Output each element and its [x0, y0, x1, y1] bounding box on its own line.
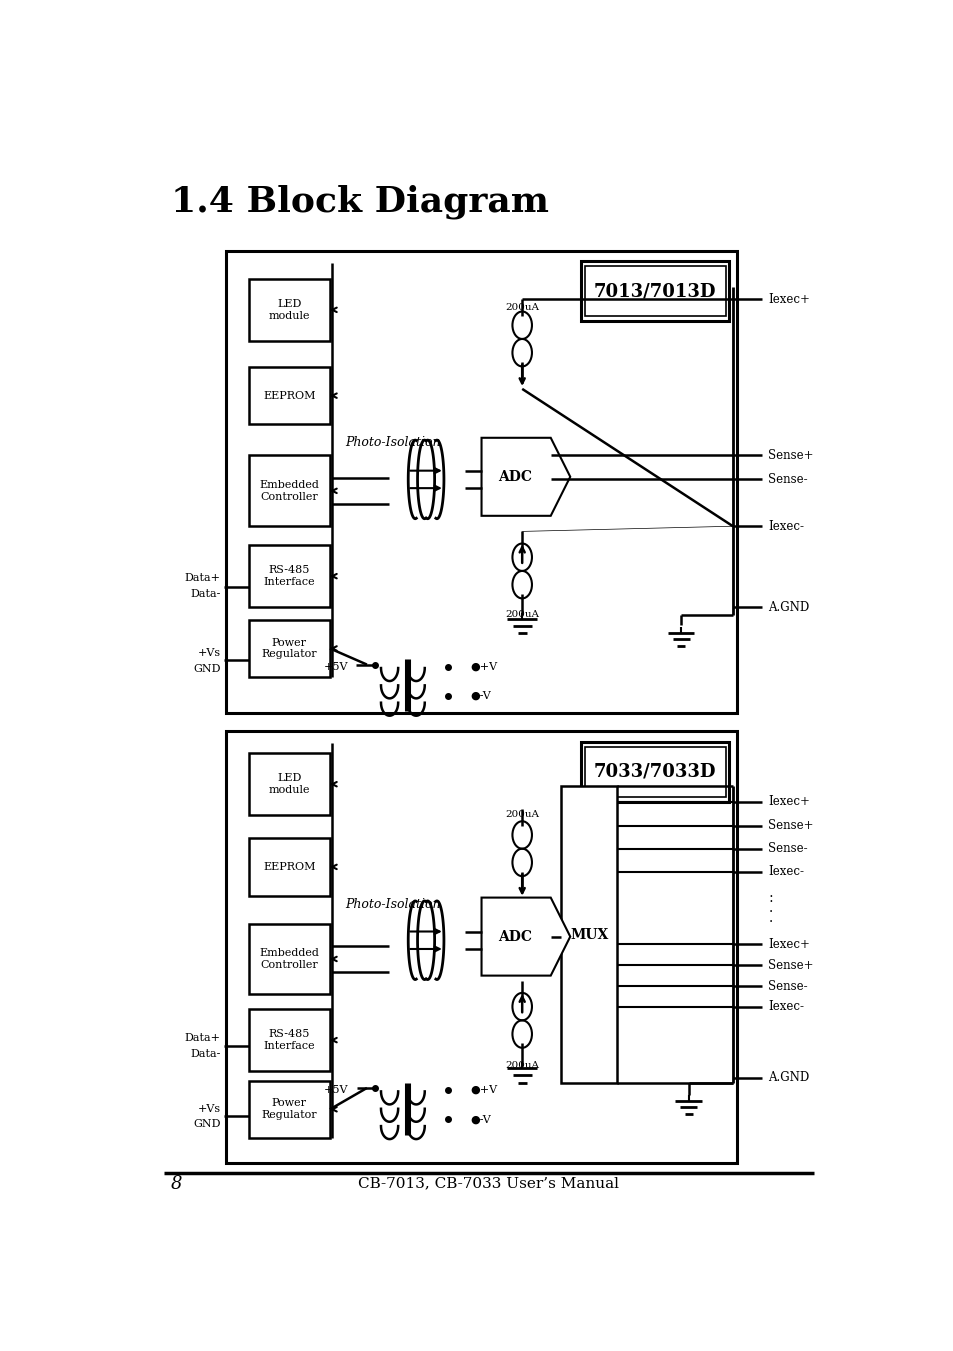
Text: Iexec+: Iexec+	[767, 796, 809, 808]
Text: A.GND: A.GND	[767, 1071, 809, 1084]
Text: LED
module: LED module	[268, 299, 310, 320]
FancyBboxPatch shape	[580, 261, 728, 322]
FancyBboxPatch shape	[249, 924, 330, 994]
FancyBboxPatch shape	[249, 278, 330, 340]
Text: Data-: Data-	[190, 1048, 220, 1059]
Text: Sense+: Sense+	[767, 819, 813, 832]
FancyBboxPatch shape	[580, 742, 728, 802]
Text: ADC: ADC	[497, 470, 532, 484]
FancyBboxPatch shape	[249, 544, 330, 608]
Text: 200uA: 200uA	[505, 611, 538, 619]
Text: Sense+: Sense+	[767, 959, 813, 971]
Text: 200uA: 200uA	[505, 809, 538, 819]
Text: A.GND: A.GND	[767, 601, 809, 613]
Text: Iexec-: Iexec-	[767, 520, 803, 532]
Text: MUX: MUX	[569, 928, 608, 942]
Text: :: :	[767, 890, 772, 905]
Text: ADC: ADC	[497, 929, 532, 943]
Text: Photo-Isolation: Photo-Isolation	[345, 898, 440, 912]
Text: ●+V: ●+V	[470, 662, 497, 671]
Polygon shape	[481, 438, 570, 516]
Text: Iexec-: Iexec-	[767, 1000, 803, 1013]
Text: Iexec+: Iexec+	[767, 938, 809, 951]
FancyBboxPatch shape	[249, 1009, 330, 1071]
Text: 1.4 Block Diagram: 1.4 Block Diagram	[171, 185, 548, 219]
Text: .: .	[767, 912, 772, 925]
Text: Iexec+: Iexec+	[767, 293, 809, 305]
Text: Sense-: Sense-	[767, 842, 807, 855]
Text: Data+: Data+	[184, 1034, 220, 1043]
Text: EEPROM: EEPROM	[263, 862, 315, 871]
Text: RS-485
Interface: RS-485 Interface	[263, 1029, 314, 1051]
Text: ●-V: ●-V	[470, 690, 491, 701]
Text: 8: 8	[171, 1174, 182, 1193]
Text: Embedded
Controller: Embedded Controller	[259, 480, 319, 501]
Text: EEPROM: EEPROM	[263, 390, 315, 401]
Text: ●+V: ●+V	[470, 1085, 497, 1096]
Text: +Vs: +Vs	[197, 648, 220, 658]
Text: +5V: +5V	[324, 662, 348, 671]
Text: Iexec-: Iexec-	[767, 865, 803, 878]
Text: 200uA: 200uA	[505, 1061, 538, 1070]
FancyBboxPatch shape	[584, 747, 724, 797]
FancyBboxPatch shape	[249, 620, 330, 677]
Text: Data-: Data-	[190, 589, 220, 598]
Text: Embedded
Controller: Embedded Controller	[259, 948, 319, 970]
Polygon shape	[481, 897, 570, 975]
Text: +Vs: +Vs	[197, 1104, 220, 1113]
Text: RS-485
Interface: RS-485 Interface	[263, 565, 314, 586]
Text: GND: GND	[193, 663, 220, 674]
FancyBboxPatch shape	[226, 250, 736, 713]
Text: CB-7013, CB-7033 User’s Manual: CB-7013, CB-7033 User’s Manual	[358, 1177, 618, 1190]
Text: LED
module: LED module	[268, 773, 310, 794]
Text: Sense-: Sense-	[767, 979, 807, 993]
Text: Photo-Isolation: Photo-Isolation	[345, 436, 440, 450]
FancyBboxPatch shape	[226, 731, 736, 1163]
Text: Data+: Data+	[184, 573, 220, 584]
FancyBboxPatch shape	[584, 266, 724, 316]
Text: Power
Regulator: Power Regulator	[261, 638, 316, 659]
FancyBboxPatch shape	[249, 1081, 330, 1138]
Text: .: .	[767, 901, 772, 915]
Text: Power
Regulator: Power Regulator	[261, 1098, 316, 1120]
Text: ●-V: ●-V	[470, 1115, 491, 1124]
Text: +5V: +5V	[324, 1085, 348, 1096]
Text: 200uA: 200uA	[505, 303, 538, 312]
FancyBboxPatch shape	[560, 786, 617, 1082]
FancyBboxPatch shape	[249, 455, 330, 526]
Text: 7033/7033D: 7033/7033D	[594, 763, 716, 781]
Text: Sense+: Sense+	[767, 449, 813, 462]
FancyBboxPatch shape	[249, 367, 330, 424]
Text: 7013/7013D: 7013/7013D	[594, 282, 716, 300]
Text: GND: GND	[193, 1120, 220, 1129]
FancyBboxPatch shape	[249, 838, 330, 896]
Text: Sense-: Sense-	[767, 473, 807, 486]
FancyBboxPatch shape	[249, 753, 330, 816]
